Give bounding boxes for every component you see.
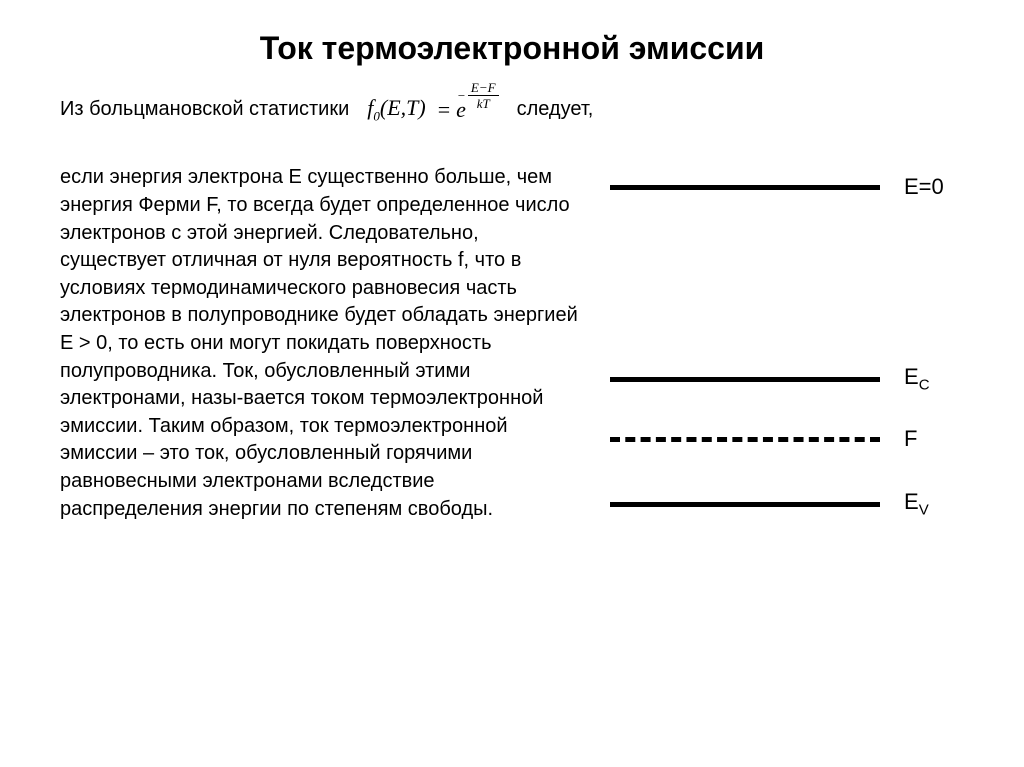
formula-eq: =: [438, 97, 450, 123]
energy-level-2: F: [610, 426, 917, 452]
level-label: F: [904, 426, 917, 452]
energy-level-1: EC: [610, 364, 930, 393]
exp-minus: −: [458, 89, 465, 102]
boltzmann-formula: f0(E,T) = e − E−F kT: [367, 95, 498, 124]
energy-level-diagram: E=0 EC F EV: [610, 164, 964, 624]
level-line: [610, 502, 880, 507]
slide-title: Ток термоэлектронной эмиссии: [60, 30, 964, 67]
level-label: E=0: [904, 174, 944, 200]
body-paragraph: если энергия электрона E существенно бол…: [60, 164, 580, 624]
exp-denominator: kT: [477, 96, 490, 110]
level-line: [610, 377, 880, 382]
intro-prefix: Из больцмановской статистики: [60, 98, 349, 121]
intro-suffix: следует,: [517, 98, 594, 121]
level-label: EV: [904, 489, 929, 518]
exp-numerator: E−F: [468, 81, 499, 96]
formula-args: (E,T): [380, 95, 426, 120]
level-line: [610, 437, 880, 442]
level-label: EC: [904, 364, 930, 393]
formula-exponent: − E−F kT: [468, 81, 499, 110]
energy-level-0: E=0: [610, 174, 944, 200]
energy-level-3: EV: [610, 489, 929, 518]
intro-line: Из больцмановской статистики f0(E,T) = e…: [60, 95, 964, 124]
level-line: [610, 185, 880, 190]
